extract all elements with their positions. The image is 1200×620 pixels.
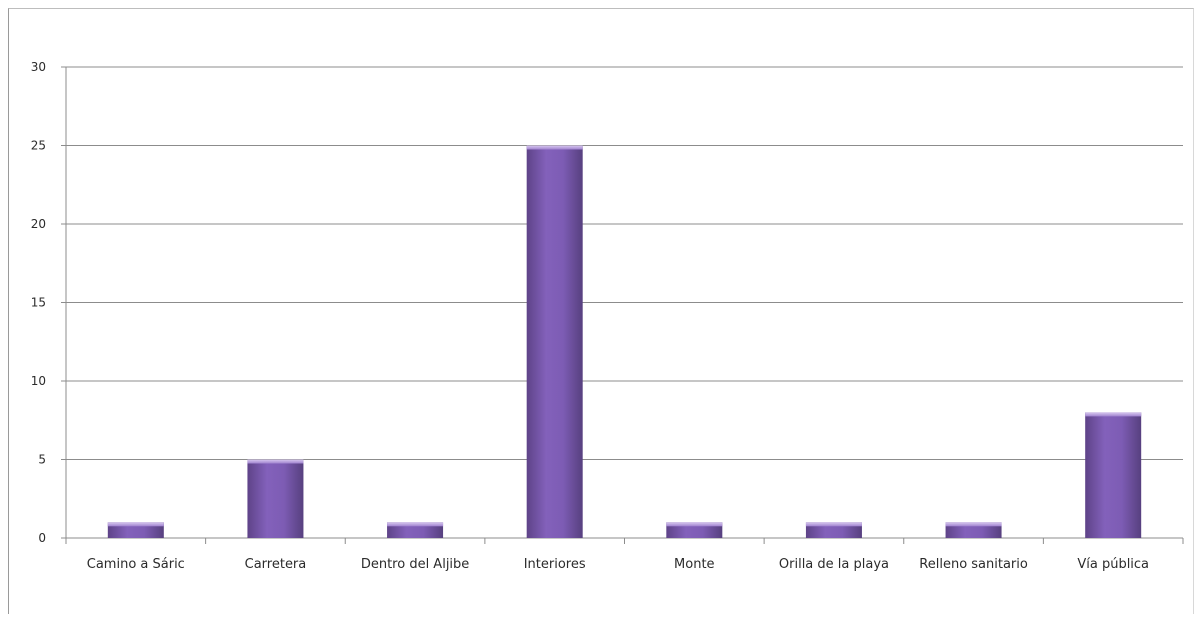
chart-frame [8, 8, 1194, 614]
y-tick-label: 30 [31, 60, 46, 74]
x-tick-label: Orilla de la playa [779, 557, 889, 572]
x-tick-label: Camino a Sáric [87, 557, 185, 572]
y-tick-label: 20 [31, 217, 46, 231]
axes [61, 66, 1184, 544]
bar-top-highlight [1085, 412, 1142, 417]
bar [526, 145, 583, 538]
bar-top-highlight [805, 522, 862, 527]
y-tick-label: 5 [38, 453, 46, 467]
bar-top-highlight [107, 522, 164, 527]
bar-top-highlight [387, 522, 444, 527]
bar [1085, 412, 1142, 538]
y-tick-label: 25 [31, 139, 46, 153]
x-tick-label: Vía pública [1077, 557, 1149, 572]
bar-top-highlight [247, 459, 304, 464]
bar-top-highlight [945, 522, 1002, 527]
bars [107, 145, 1142, 538]
y-tick-label: 10 [31, 374, 46, 388]
y-tick-label: 15 [31, 296, 46, 310]
x-tick-label: Dentro del Aljibe [361, 557, 469, 572]
x-tick-label: Monte [674, 557, 715, 572]
x-tick-label: Relleno sanitario [919, 557, 1028, 572]
x-tick-label: Carretera [245, 557, 307, 572]
bar-top-highlight [666, 522, 723, 527]
gridlines [66, 66, 1183, 460]
y-tick-label: 0 [38, 531, 46, 545]
x-tick-label: Interiores [524, 557, 586, 572]
labels: 0 5 10 15 20 25 30 Camino a Sáric Carretera Dentr… [31, 60, 1149, 572]
bar-top-highlight [526, 145, 583, 150]
bar [247, 459, 304, 538]
